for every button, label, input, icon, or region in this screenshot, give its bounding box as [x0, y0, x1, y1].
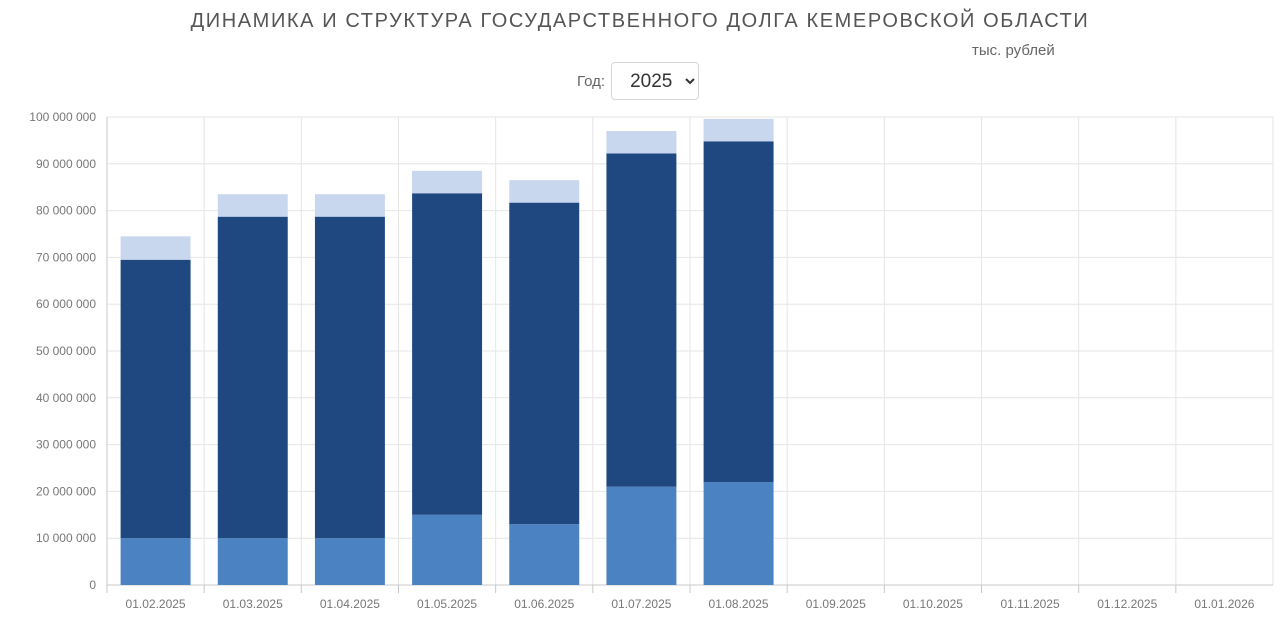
bar-segment [703, 141, 774, 483]
bar-segment [703, 482, 774, 585]
bar-segment [606, 486, 677, 585]
bar-segment [120, 236, 191, 260]
bar-segment [314, 538, 385, 585]
y-tick-label: 60 000 000 [36, 297, 96, 311]
x-tick-label: 01.10.2025 [903, 597, 963, 611]
x-tick-label: 01.07.2025 [611, 597, 671, 611]
y-tick-label: 20 000 000 [36, 484, 96, 498]
bar-segment [606, 131, 677, 154]
bar-segment [217, 538, 288, 585]
y-tick-label: 0 [89, 578, 96, 592]
year-select[interactable]: 2025 [611, 62, 700, 100]
bar-segment [217, 194, 288, 217]
bar-segment [412, 170, 483, 194]
year-filter: Год: 2025 [577, 62, 700, 100]
bar-segment [217, 216, 288, 539]
x-tick-label: 01.02.2025 [126, 597, 186, 611]
x-tick-label: 01.11.2025 [1000, 597, 1059, 611]
bar-segment [606, 153, 677, 487]
bar-segment [509, 202, 580, 525]
x-tick-label: 01.04.2025 [320, 597, 380, 611]
y-tick-label: 100 000 000 [29, 110, 96, 124]
y-tick-label: 80 000 000 [36, 204, 96, 218]
x-tick-label: 01.03.2025 [223, 597, 283, 611]
bar-segment [120, 538, 191, 585]
y-tick-label: 30 000 000 [36, 438, 96, 452]
bar-segment [314, 216, 385, 539]
bar-segment [412, 193, 483, 515]
bar-segment [314, 194, 385, 217]
y-tick-label: 40 000 000 [36, 391, 96, 405]
x-tick-label: 01.12.2025 [1097, 597, 1157, 611]
x-tick-label: 01.08.2025 [709, 597, 769, 611]
y-tick-label: 70 000 000 [36, 250, 96, 264]
unit-label: тыс. рублей [972, 42, 1055, 59]
bar-segment [120, 259, 191, 539]
year-label: Год: [577, 72, 606, 90]
x-tick-label: 01.06.2025 [514, 597, 574, 611]
x-tick-label: 01.09.2025 [806, 597, 866, 611]
bar-segment [509, 180, 580, 203]
bar-segment [703, 118, 774, 142]
bar-segment [509, 524, 580, 585]
chart-title: ДИНАМИКА И СТРУКТУРА ГОСУДАРСТВЕННОГО ДО… [190, 10, 1090, 32]
x-tick-label: 01.01.2026 [1194, 597, 1254, 611]
y-tick-label: 10 000 000 [36, 531, 96, 545]
bar-segment [412, 514, 483, 585]
y-tick-label: 90 000 000 [36, 157, 96, 171]
x-tick-label: 01.05.2025 [417, 597, 477, 611]
y-tick-label: 50 000 000 [36, 344, 96, 358]
